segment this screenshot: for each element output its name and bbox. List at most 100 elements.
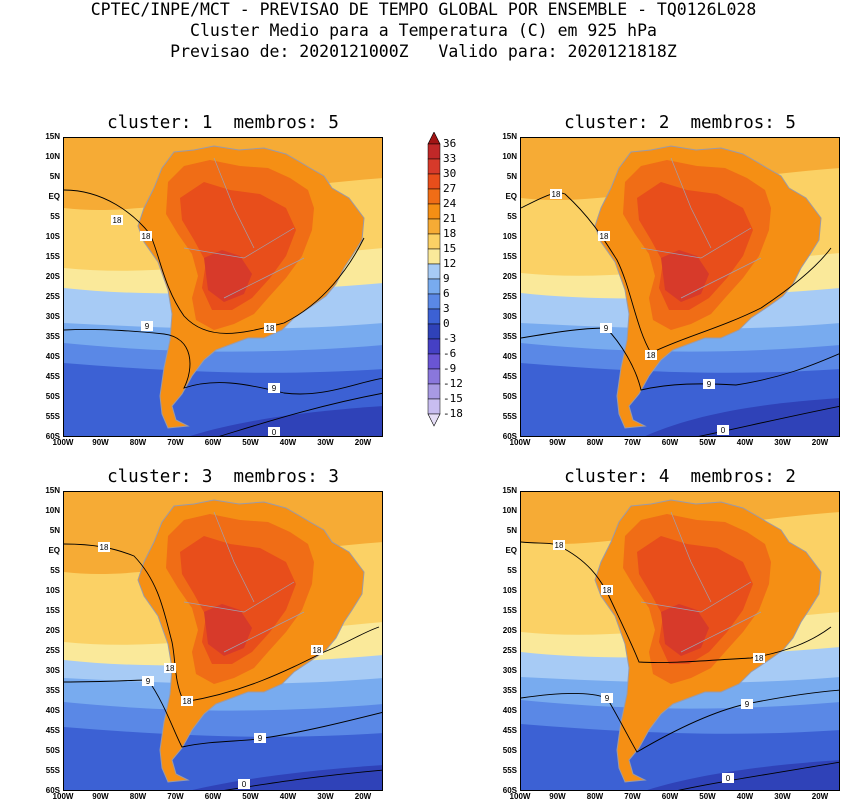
- contour-label: 9: [258, 734, 263, 743]
- longitude-label: 30W: [774, 438, 791, 447]
- latitude-label: 55S: [45, 412, 60, 421]
- contour-label: 18: [313, 646, 322, 655]
- latitude-label: 15S: [502, 606, 517, 615]
- longitude-label: 80W: [586, 438, 604, 447]
- longitude-label: 70W: [167, 438, 184, 447]
- latitude-label: 35S: [45, 686, 60, 695]
- colorbar-tick-label: 27: [443, 182, 457, 195]
- colorbar-tick-label: 6: [443, 287, 450, 300]
- colorbar-swatch: [427, 338, 441, 355]
- longitude-label: 40W: [279, 438, 297, 447]
- contour-label: 0: [242, 780, 247, 789]
- contour-label: 18: [100, 543, 109, 552]
- contour-label-box: [753, 653, 765, 663]
- hottest-land-area: [204, 250, 252, 302]
- latitude-label: EQ: [48, 192, 60, 201]
- contour-label: 18: [647, 351, 656, 360]
- latitude-label: 5N: [506, 526, 517, 535]
- latitude-label: 5S: [507, 566, 517, 575]
- contour-label: 9: [146, 677, 151, 686]
- longitude-label: 100W: [52, 438, 74, 447]
- contour-label: 18: [755, 654, 764, 663]
- latitude-label: 15S: [45, 606, 60, 615]
- contour-label: 18: [113, 216, 122, 225]
- longitude-label: 80W: [129, 792, 147, 801]
- contour-label: 18: [603, 586, 612, 595]
- hottest-land-area: [204, 604, 252, 656]
- coastline: [594, 145, 822, 429]
- latitude-label: 15N: [45, 132, 60, 141]
- contour-9: [521, 327, 839, 391]
- latitude-label: 20S: [502, 626, 517, 635]
- colorbar-swatch: [427, 398, 441, 415]
- colorbar-swatch: [427, 188, 441, 205]
- country-borders: [640, 157, 762, 299]
- latitude-label: 40S: [502, 352, 517, 361]
- latitude-label: 10S: [45, 232, 60, 241]
- latitude-label: 50S: [502, 392, 517, 401]
- contour-0: [677, 761, 839, 790]
- contour-label: 18: [183, 697, 192, 706]
- colorbar-swatch: [427, 143, 441, 160]
- colorbar-tick-label: 30: [443, 167, 457, 180]
- latitude-label: 25S: [502, 646, 517, 655]
- latitude-label: 10S: [502, 232, 517, 241]
- contour-label: 18: [142, 232, 151, 241]
- contour-label-box: [601, 693, 613, 703]
- colorbar-tick-label: 12: [443, 257, 457, 270]
- latitude-label: 15S: [502, 252, 517, 261]
- longitude-label: 40W: [736, 792, 754, 801]
- contour-label-box: [98, 542, 110, 552]
- contour-label: 18: [555, 541, 564, 550]
- latitude-label: 50S: [45, 746, 60, 755]
- colorbar-swatch: [427, 368, 441, 385]
- longitude-label: 90W: [92, 792, 109, 801]
- latitude-label: 45S: [45, 372, 60, 381]
- longitude-label: 70W: [624, 792, 641, 801]
- temperature-map-2: 18 18 18 9 9 0: [521, 138, 839, 436]
- latitude-label: 35S: [502, 686, 517, 695]
- longitude-label: 70W: [167, 792, 184, 801]
- country-borders: [640, 511, 762, 653]
- colorbar-tick-label: -3: [443, 332, 457, 345]
- longitude-label: 70W: [624, 438, 641, 447]
- contour-label: 0: [272, 428, 277, 437]
- latitude-label: 5S: [50, 566, 60, 575]
- longitude-label: 30W: [317, 792, 334, 801]
- colorbar-swatch: [427, 353, 441, 370]
- colorbar-bottom-arrow: [427, 413, 441, 427]
- contour-label: 18: [166, 664, 175, 673]
- latitude-label: 20S: [45, 272, 60, 281]
- colorbar-swatch: [427, 263, 441, 280]
- temperature-band: [190, 406, 382, 436]
- colorbar-swatch: [427, 278, 441, 295]
- colorbar-swatch: [427, 218, 441, 235]
- figure-title-line-1: CPTEC/INPE/MCT - PREVISAO DE TEMPO GLOBA…: [90, 0, 757, 19]
- contour-label: 0: [726, 774, 731, 783]
- latitude-label: 40S: [45, 352, 60, 361]
- colorbar: [427, 132, 441, 427]
- longitude-label: 50W: [242, 792, 259, 801]
- contour-label-box: [254, 733, 266, 743]
- colorbar-swatch: [427, 323, 441, 340]
- contour-label-box: [140, 231, 152, 241]
- latitude-label: 10N: [502, 506, 517, 515]
- contour-label: 9: [145, 322, 150, 331]
- contour-label: 9: [272, 384, 277, 393]
- latitude-label: 35S: [45, 332, 60, 341]
- colorbar-tick-label: 21: [443, 212, 457, 225]
- contour-label: 9: [707, 380, 712, 389]
- latitude-label: 5S: [50, 212, 60, 221]
- latitude-label: 30S: [45, 312, 60, 321]
- longitude-label: 20W: [811, 438, 829, 447]
- latitude-label: 45S: [45, 726, 60, 735]
- contour-label-box: [703, 379, 715, 389]
- contour-label-box: [142, 676, 154, 686]
- hottest-land-area: [661, 604, 709, 656]
- latitude-label: 5S: [507, 212, 517, 221]
- contour-label-box: [601, 585, 613, 595]
- contour-label-box: [268, 427, 280, 436]
- longitude-label: 40W: [279, 792, 297, 801]
- contour-label-box: [311, 645, 323, 655]
- latitude-label: 60S: [502, 786, 517, 795]
